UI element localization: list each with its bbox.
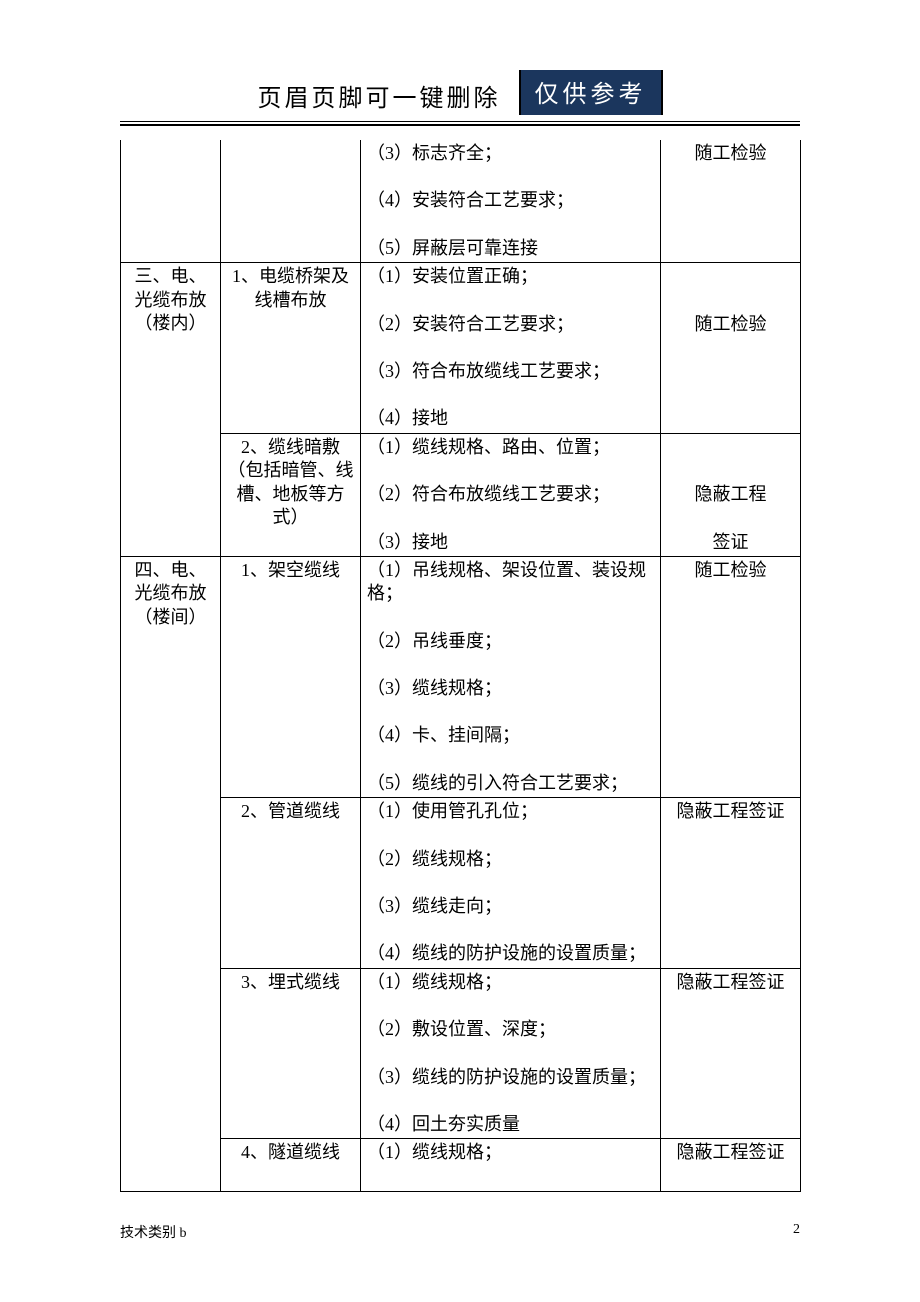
item-cell	[221, 140, 361, 263]
description-line: （1）缆线规格；	[367, 971, 654, 994]
item-cell: 1、电缆桥架及线槽布放	[221, 263, 361, 434]
description-line: （2）符合布放缆线工艺要求；	[367, 483, 654, 506]
item-cell: 3、埋式缆线	[221, 968, 361, 1139]
description-line: （4）安装符合工艺要求；	[367, 189, 654, 212]
inspection-cell: 隐蔽工程签证	[661, 433, 801, 556]
item-cell: 2、管道缆线	[221, 798, 361, 969]
inspection-line: 隐蔽工程签证	[667, 971, 794, 994]
description-line: （3）缆线规格；	[367, 677, 654, 700]
inspection-cell: 随工检验	[661, 556, 801, 797]
table-body: （3）标志齐全；（4）安装符合工艺要求；（5）屏蔽层可靠连接随工检验三、电、光缆…	[121, 140, 801, 1191]
inspection-line: 隐蔽工程签证	[667, 1141, 794, 1164]
table-row: 2、缆线暗敷（包括暗管、线槽、地板等方式） （1）缆线规格、路由、位置； （2）符合…	[121, 433, 801, 556]
inspection-line: 签证	[667, 531, 794, 554]
description-line: （2）缆线规格；	[367, 848, 654, 871]
table-row: 3、埋式缆线 （1）缆线规格； （2）敷设位置、深度； （3）缆线的防护设施的设置质量…	[121, 968, 801, 1139]
inspection-line: 隐蔽工程	[667, 483, 794, 506]
description-line: （3）缆线走向；	[367, 895, 654, 918]
item-cell: 2、缆线暗敷（包括暗管、线槽、地板等方式）	[221, 433, 361, 556]
item-cell: 4、隧道缆线	[221, 1139, 361, 1191]
inspection-line: 随工检验	[667, 313, 794, 336]
footer-left: 技术类别 b	[120, 1222, 187, 1242]
inspection-cell: 隐蔽工程签证	[661, 798, 801, 969]
inspection-line: 随工检验	[667, 142, 794, 165]
table-row: 三、电、光缆布放（楼内）1、电缆桥架及线槽布放（1）安装位置正确；（2）安装符合…	[121, 263, 801, 434]
description-line: （5）屏蔽层可靠连接	[367, 237, 654, 260]
description-cell: （1）吊线规格、架设位置、装设规格； （2）吊线垂度； （3）缆线规格； （4）卡、挂…	[361, 556, 661, 797]
description-line: （1）使用管孔孔位；	[367, 800, 654, 823]
description-cell: （1）使用管孔孔位； （2）缆线规格； （3）缆线走向； （4）缆线的防护设施的设置质…	[361, 798, 661, 969]
category-cell: 四、电、光缆布放（楼间）	[121, 556, 221, 1191]
table-row: （3）标志齐全； （4）安装符合工艺要求； （5）屏蔽层可靠连接 随工检验	[121, 140, 801, 263]
page-footer: 技术类别 b 2	[120, 1222, 800, 1242]
page-header: 页眉页脚可一键删除 仅供参考	[120, 70, 800, 115]
description-line: （1）缆线规格、路由、位置；	[367, 436, 654, 459]
description-line: （1）吊线规格、架设位置、装设规格；	[367, 559, 654, 606]
description-cell: （1）缆线规格；	[361, 1139, 661, 1191]
description-line: （2）敷设位置、深度；	[367, 1018, 654, 1041]
description-cell: （1）安装位置正确； （2）安装符合工艺要求； （3）符合布放缆线工艺要求； （4）接…	[361, 263, 661, 434]
inspection-line: 隐蔽工程签证	[667, 800, 794, 823]
description-line: （3）接地	[367, 531, 654, 554]
inspection-cell: 隐蔽工程签证	[661, 1139, 801, 1191]
footer-right: 2	[793, 1222, 800, 1242]
inspection-cell: 随工检验	[661, 140, 801, 263]
description-line: （1）安装位置正确；	[367, 265, 654, 288]
table-row: 2、管道缆线 （1）使用管孔孔位； （2）缆线规格； （3）缆线走向； （4）缆线的防护…	[121, 798, 801, 969]
category-cell	[121, 140, 221, 263]
table-row: 四、电、光缆布放（楼间）1、架空缆线（1）吊线规格、架设位置、装设规格；（2）吊…	[121, 556, 801, 797]
header-rule	[120, 121, 800, 126]
description-line: （4）回土夯实质量	[367, 1113, 654, 1136]
item-cell: 1、架空缆线	[221, 556, 361, 797]
description-line: （1）缆线规格；	[367, 1141, 654, 1164]
description-line: （4）缆线的防护设施的设置质量；	[367, 942, 654, 965]
description-cell: （1）缆线规格、路由、位置； （2）符合布放缆线工艺要求； （3）接地	[361, 433, 661, 556]
description-line: （2）安装符合工艺要求；	[367, 313, 654, 336]
description-line: （3）标志齐全；	[367, 142, 654, 165]
inspection-cell: 隐蔽工程签证	[661, 968, 801, 1139]
header-title: 页眉页脚可一键删除	[258, 78, 501, 115]
header-badge: 仅供参考	[519, 70, 663, 115]
description-line: （2）吊线垂度；	[367, 630, 654, 653]
description-line: （3）缆线的防护设施的设置质量；	[367, 1066, 654, 1089]
inspection-line: 随工检验	[667, 559, 794, 582]
description-line: （5）缆线的引入符合工艺要求；	[367, 772, 654, 795]
description-line: （3）符合布放缆线工艺要求；	[367, 360, 654, 383]
category-cell: 三、电、光缆布放（楼内）	[121, 263, 221, 557]
description-line: （4）接地	[367, 407, 654, 430]
table-row: 4、隧道缆线 （1）缆线规格； 隐蔽工程签证	[121, 1139, 801, 1191]
inspection-cell: 随工检验	[661, 263, 801, 434]
inspection-line	[667, 265, 794, 288]
description-line: （4）卡、挂间隔；	[367, 724, 654, 747]
description-cell: （3）标志齐全； （4）安装符合工艺要求； （5）屏蔽层可靠连接	[361, 140, 661, 263]
inspection-table: （3）标志齐全；（4）安装符合工艺要求；（5）屏蔽层可靠连接随工检验三、电、光缆…	[120, 140, 801, 1192]
inspection-line	[667, 436, 794, 459]
description-cell: （1）缆线规格； （2）敷设位置、深度； （3）缆线的防护设施的设置质量； （4）回土…	[361, 968, 661, 1139]
